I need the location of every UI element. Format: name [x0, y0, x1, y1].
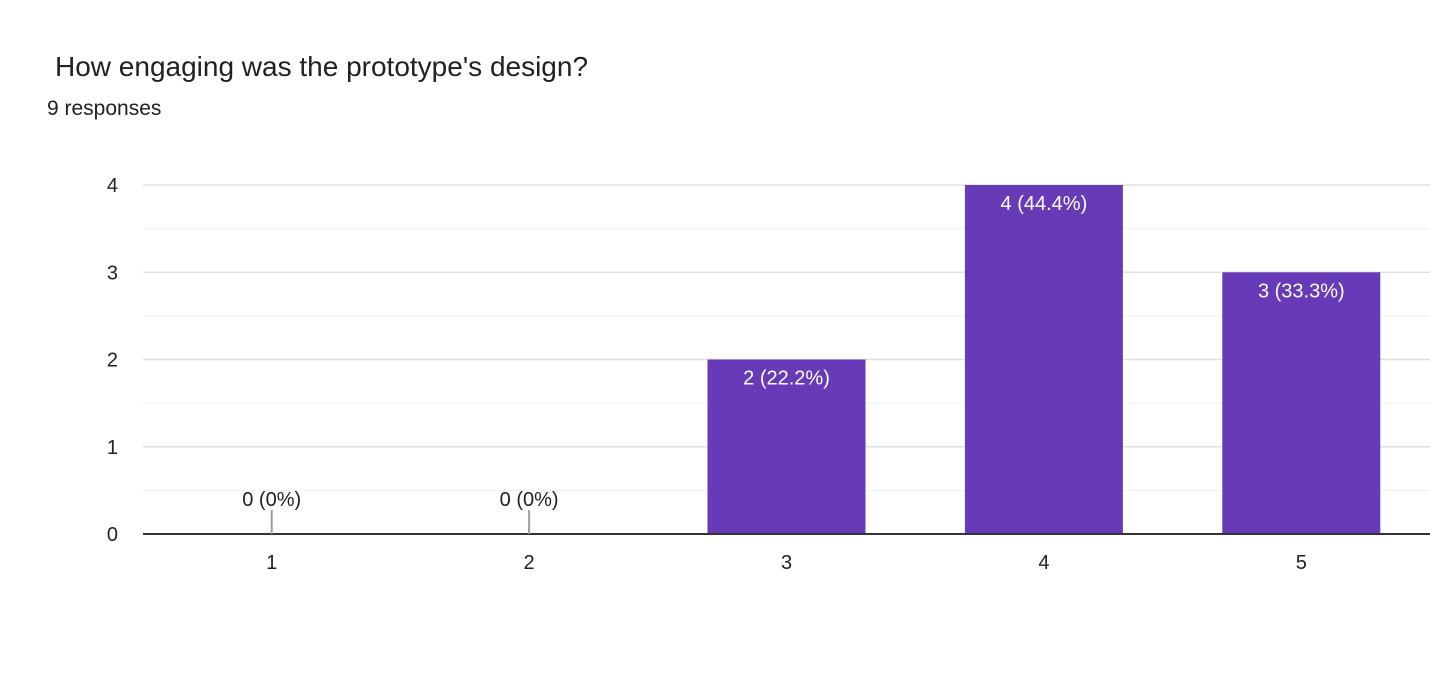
y-tick-label-2: 2: [107, 350, 118, 372]
x-tick-label-5: 5: [1296, 552, 1307, 574]
data-label-1: 0 (0%): [242, 489, 301, 511]
x-tick-label-1: 1: [266, 552, 277, 574]
y-axis-ticks: 0 1 2 3 4: [107, 175, 118, 546]
bar-5: [1222, 272, 1381, 534]
y-tick-label-3: 3: [107, 262, 118, 284]
data-label-2: 0 (0%): [500, 489, 559, 511]
bars: [707, 185, 1381, 534]
y-tick-label-0: 0: [107, 524, 118, 546]
y-tick-label-1: 1: [107, 437, 118, 459]
data-label-4: 4 (44.4%): [1001, 193, 1088, 215]
data-label-3: 2 (22.2%): [743, 368, 830, 390]
x-tick-label-4: 4: [1038, 552, 1049, 574]
response-count: 9 responses: [47, 97, 162, 120]
bar-3: [707, 359, 866, 534]
x-tick-label-3: 3: [781, 552, 792, 574]
question-title: How engaging was the prototype's design?: [55, 51, 589, 82]
data-label-5: 3 (33.3%): [1258, 280, 1345, 302]
x-tick-label-2: 2: [524, 552, 535, 574]
y-tick-label-4: 4: [107, 175, 118, 197]
data-labels: 0 (0%) 0 (0%) 2 (22.2%) 4 (44.4%) 3 (33.3%): [242, 193, 1345, 534]
bar-4: [964, 185, 1123, 534]
x-axis-ticks: 1 2 3 4 5: [266, 552, 1307, 574]
